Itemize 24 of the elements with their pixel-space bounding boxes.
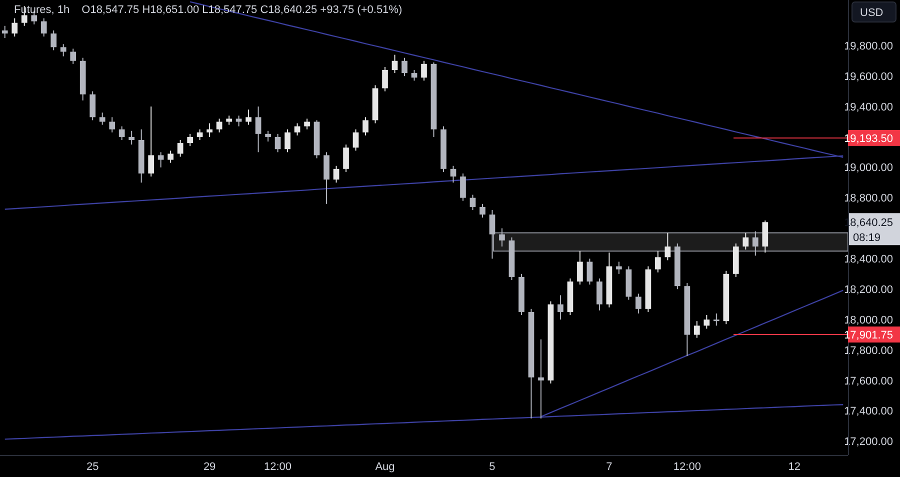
y-tick-label: 19,800.00 — [844, 40, 893, 52]
y-tick-label: 17,400.00 — [844, 406, 893, 418]
x-tick-label: 29 — [203, 461, 216, 473]
y-tick-label: 19,600.00 — [844, 70, 893, 83]
y-tick-label: 18,400.00 — [844, 254, 893, 266]
ref-line-label: 17,901.75 — [844, 329, 893, 342]
y-tick-label: 19,400.00 — [844, 101, 893, 114]
y-tick-label: 18,000.00 — [844, 314, 893, 326]
x-tick-label: 7 — [606, 461, 612, 473]
x-tick-label: 12:00 — [264, 461, 292, 473]
x-tick-label: 12:00 — [673, 461, 701, 473]
y-tick-label: 17,600.00 — [844, 375, 893, 388]
y-tick-label: 18,200.00 — [844, 284, 893, 296]
y-tick-label: 17,800.00 — [844, 344, 893, 357]
x-tick-label: 5 — [489, 461, 496, 473]
x-tick-label: 25 — [86, 461, 99, 473]
x-tick-label: Aug — [375, 461, 395, 473]
text: 08:19 — [853, 232, 881, 244]
text: USD — [860, 6, 884, 19]
y-tick-label: 18,800.00 — [844, 192, 893, 205]
y-tick-label: 17,200.00 — [844, 436, 893, 448]
y-tick-label: 19,000.00 — [844, 162, 893, 174]
ref-line-label: 19,193.50 — [844, 132, 893, 145]
x-tick-label: 12 — [788, 461, 801, 473]
